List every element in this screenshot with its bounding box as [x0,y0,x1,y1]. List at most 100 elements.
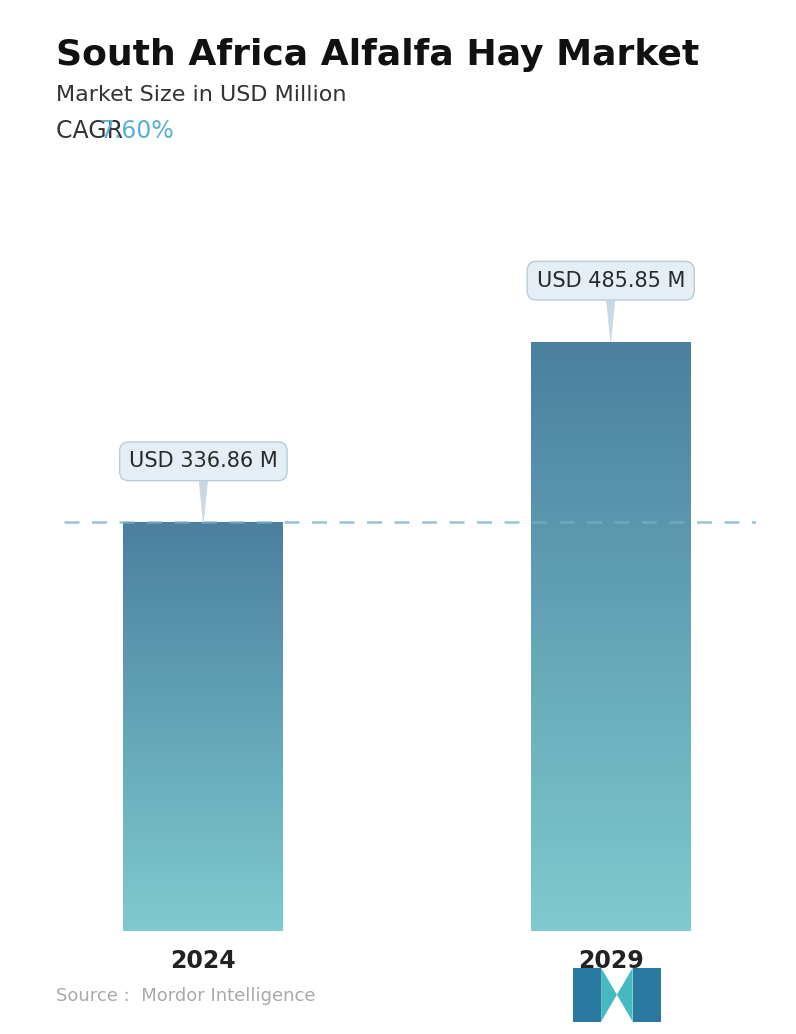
Bar [531,632,691,634]
Bar [123,902,283,904]
Bar [123,772,283,774]
Bar [531,797,691,799]
Bar [531,732,691,734]
Bar [123,840,283,841]
Bar [531,481,691,483]
Bar [123,673,283,675]
Bar [531,780,691,782]
Bar [531,887,691,889]
Bar [123,882,283,883]
Bar [531,675,691,677]
Bar [531,905,691,907]
Bar [531,577,691,579]
Bar [531,454,691,456]
Bar [123,860,283,861]
Bar [531,341,691,343]
Bar [531,375,691,377]
Bar [123,816,283,818]
Bar [531,771,691,773]
Bar [531,522,691,524]
Bar [531,437,691,439]
Bar [123,704,283,706]
Bar [123,835,283,837]
Bar [123,710,283,711]
Bar [531,889,691,891]
Bar [123,783,283,784]
Text: Source :  Mordor Intelligence: Source : Mordor Intelligence [56,987,315,1005]
Bar [123,609,283,611]
Bar [531,764,691,766]
Bar [531,505,691,507]
Bar [531,669,691,671]
Bar [123,753,283,754]
Bar [123,925,283,926]
Bar [123,740,283,741]
Bar [123,594,283,595]
Text: Market Size in USD Million: Market Size in USD Million [56,85,346,104]
Bar [531,630,691,632]
Bar [531,446,691,448]
Bar [123,545,283,547]
Bar [123,737,283,738]
Bar [531,544,691,546]
Bar [123,642,283,643]
Bar [123,917,283,918]
Bar [123,668,283,669]
Bar [531,651,691,653]
Bar [123,798,283,800]
Bar [123,785,283,786]
Bar [531,400,691,402]
Bar [531,789,691,791]
Bar [123,807,283,809]
Bar [123,631,283,633]
Bar [531,424,691,426]
Bar [531,917,691,919]
Bar [123,607,283,608]
Bar [123,909,283,910]
Bar [531,658,691,660]
Bar [123,671,283,672]
Bar [123,587,283,589]
Bar [531,636,691,638]
Bar [531,785,691,787]
Bar [531,913,691,915]
Bar [123,619,283,620]
Bar [531,695,691,697]
Bar [531,599,691,601]
Bar [123,930,283,931]
Bar [531,398,691,400]
Bar [123,921,283,922]
Bar [531,420,691,422]
Bar [531,844,691,846]
Bar [531,634,691,636]
Bar [531,603,691,605]
Bar [123,832,283,834]
Bar [123,645,283,646]
Bar [123,672,283,673]
Bar [123,923,283,925]
Bar [123,627,283,629]
Bar [531,483,691,485]
Bar [531,538,691,540]
Bar [123,913,283,914]
Bar [123,734,283,736]
Bar [123,857,283,858]
Bar [123,543,283,544]
Bar [531,926,691,929]
Bar [531,395,691,397]
Bar [123,844,283,845]
Bar [531,793,691,795]
Bar [123,691,283,693]
Bar [531,627,691,629]
Bar [123,641,283,642]
Bar [531,915,691,917]
Bar [123,830,283,831]
Bar [123,552,283,553]
Bar [123,854,283,856]
Bar [123,751,283,753]
Bar [531,463,691,465]
Bar [531,568,691,570]
Bar [123,845,283,846]
Bar [123,531,283,534]
Bar [123,815,283,816]
